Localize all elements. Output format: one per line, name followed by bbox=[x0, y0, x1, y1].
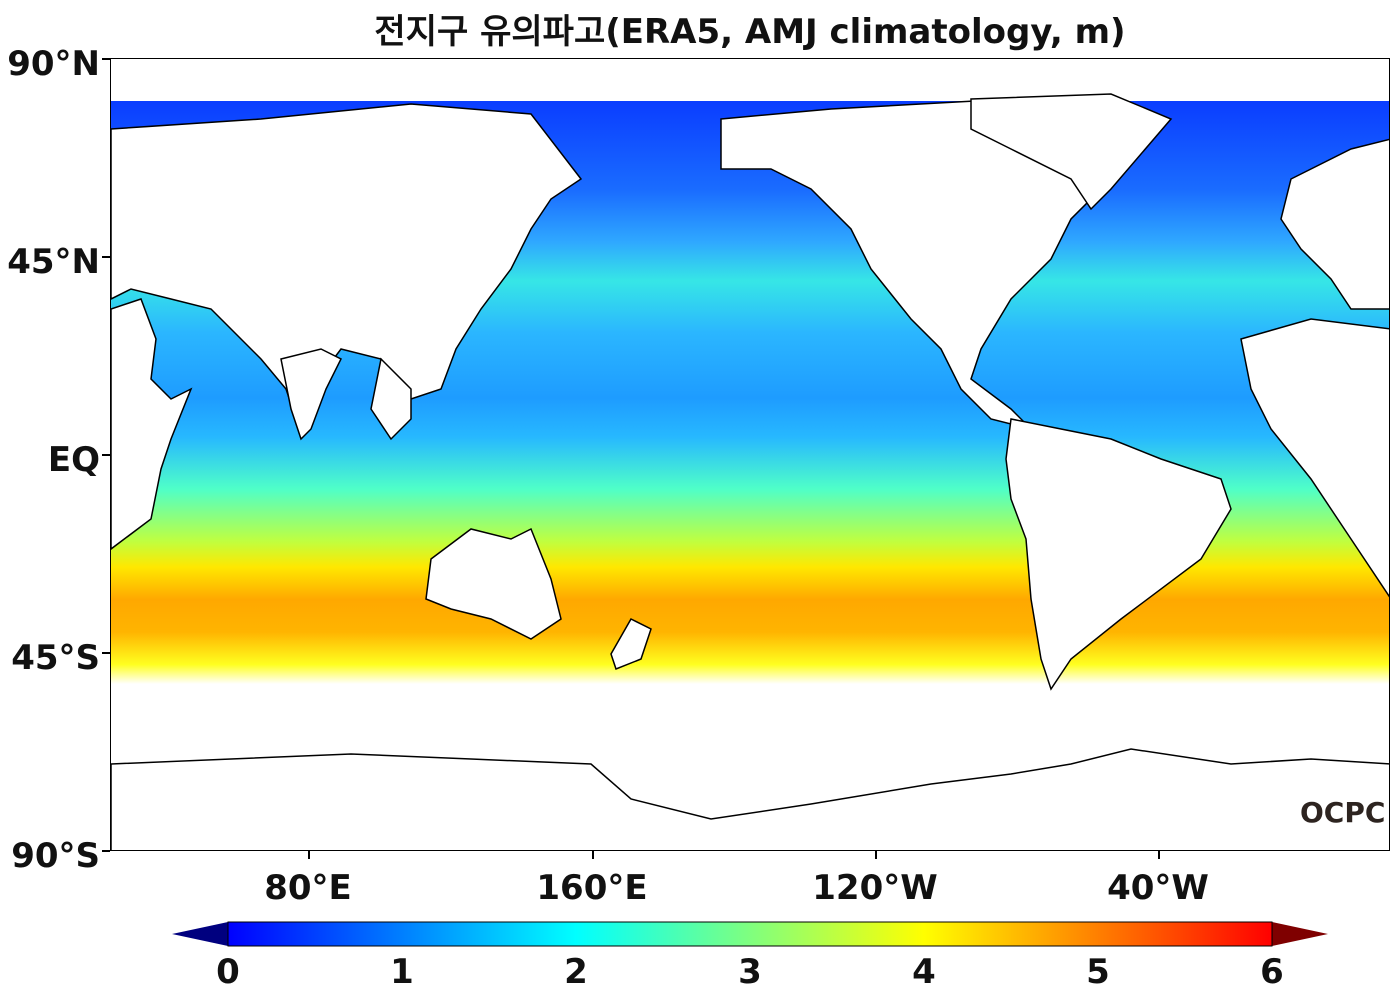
africa-west-land bbox=[1240, 318, 1389, 598]
colorbar-tick-label: 3 bbox=[738, 952, 762, 992]
colorbar bbox=[172, 921, 1328, 947]
colorbar-tick-label: 1 bbox=[390, 952, 414, 992]
colorbar-tick-label: 0 bbox=[216, 952, 240, 992]
new-zealand-land bbox=[610, 618, 652, 670]
colorbar-tick-label: 6 bbox=[1260, 952, 1284, 992]
antarctica-land bbox=[111, 748, 1389, 850]
lat-label-90s: 90°S bbox=[11, 836, 100, 876]
australia-land bbox=[425, 527, 562, 640]
map-title: 전지구 유의파고(ERA5, AMJ climatology, m) bbox=[374, 12, 1126, 52]
lat-tick bbox=[102, 454, 110, 456]
lat-tick bbox=[102, 256, 110, 258]
colorbar-body bbox=[228, 922, 1272, 946]
wave-height-map bbox=[110, 58, 1390, 851]
colorbar-extend-low bbox=[172, 922, 228, 946]
lon-label-120w: 120°W bbox=[812, 868, 938, 908]
colorbar-tick-label: 4 bbox=[912, 952, 936, 992]
lon-label-40w: 40°W bbox=[1107, 868, 1209, 908]
colorbar-tick-label: 5 bbox=[1086, 952, 1110, 992]
india-land bbox=[280, 348, 343, 441]
colorbar-tick-label: 2 bbox=[564, 952, 588, 992]
greenland-land bbox=[970, 93, 1173, 211]
ocpc-logo: OCPC bbox=[1300, 796, 1386, 829]
lon-label-160e: 160°E bbox=[536, 868, 648, 908]
lat-label-eq: EQ bbox=[47, 440, 100, 480]
lon-tick bbox=[1158, 851, 1160, 859]
lat-tick bbox=[102, 850, 110, 852]
map-svg bbox=[111, 59, 1389, 850]
lon-tick bbox=[308, 851, 310, 859]
europe-land bbox=[1280, 138, 1389, 310]
colorbar-extend-high bbox=[1272, 922, 1328, 946]
lat-label-45n: 45°N bbox=[7, 242, 100, 282]
lat-tick bbox=[102, 652, 110, 654]
landmasses bbox=[111, 93, 1389, 850]
africa-land bbox=[111, 298, 193, 550]
lat-label-90n: 90°N bbox=[7, 44, 100, 84]
south-america-land bbox=[1005, 418, 1232, 691]
arctic-area bbox=[111, 59, 1389, 101]
lat-tick bbox=[102, 58, 110, 60]
lon-tick bbox=[875, 851, 877, 859]
lat-label-45s: 45°S bbox=[11, 638, 100, 678]
lon-label-80e: 80°E bbox=[264, 868, 352, 908]
lon-tick bbox=[592, 851, 594, 859]
se-asia-land bbox=[370, 357, 412, 441]
